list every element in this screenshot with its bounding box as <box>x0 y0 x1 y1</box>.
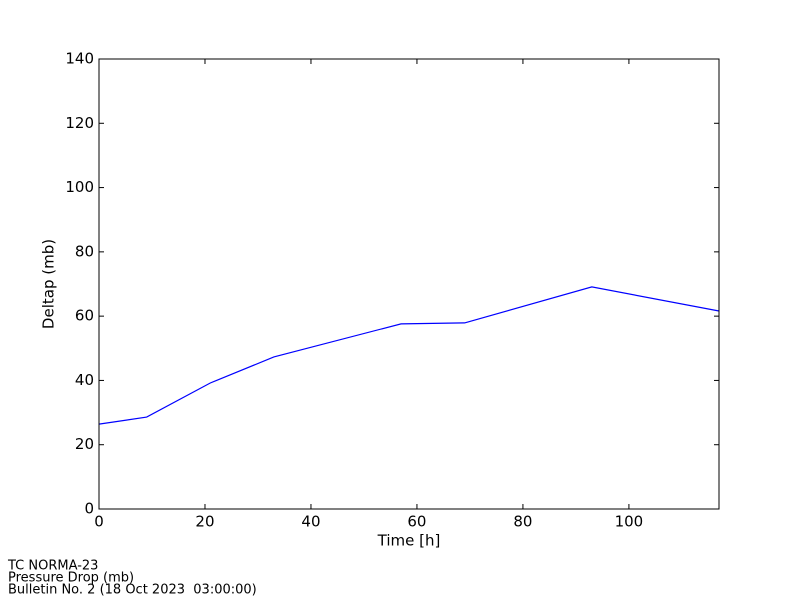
y-axis-label: Deltap (mb) <box>40 239 58 329</box>
y-tick-label: 100 <box>65 178 94 196</box>
x-tick-label: 60 <box>407 513 426 531</box>
footer-line: Bulletin No. 2 (18 Oct 2023 03:00:00) <box>8 583 257 598</box>
x-axis-label: Time [h] <box>377 532 441 550</box>
y-tick-label: 40 <box>75 371 94 389</box>
x-tick-label: 40 <box>301 513 320 531</box>
x-tick-label: 100 <box>615 513 644 531</box>
x-tick-label: 80 <box>513 513 532 531</box>
x-tick-label: 0 <box>94 513 104 531</box>
y-tick-label: 140 <box>65 50 94 68</box>
footer-line: TC NORMA-23 <box>7 559 98 574</box>
x-tick-label: 20 <box>195 513 214 531</box>
plot-frame <box>98 58 720 510</box>
footer-line: Pressure Drop (mb) <box>8 571 134 586</box>
y-tick-label: 80 <box>75 242 94 260</box>
y-tick-label: 60 <box>75 307 94 325</box>
y-tick-label: 20 <box>75 435 94 453</box>
y-tick-label: 0 <box>84 500 94 518</box>
y-tick-label: 120 <box>65 114 94 132</box>
data-line <box>98 286 720 425</box>
